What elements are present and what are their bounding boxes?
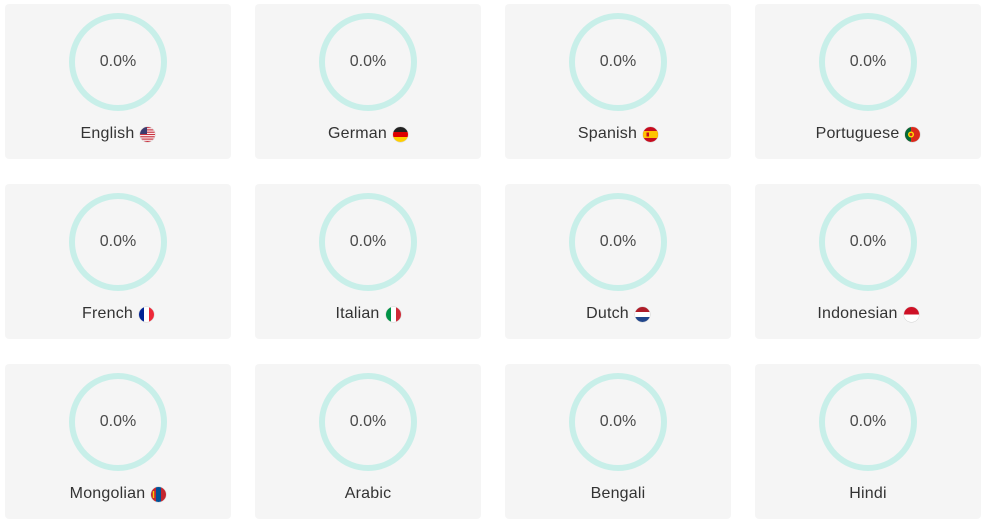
progress-value: 0.0% bbox=[849, 413, 887, 430]
language-name: Italian bbox=[335, 305, 380, 322]
language-name: Spanish bbox=[577, 125, 638, 142]
progress-ring: 0.0% bbox=[68, 12, 168, 112]
language-card-hindi[interactable]: 0.0% Hindi bbox=[755, 364, 981, 519]
fr-flag-icon bbox=[139, 306, 154, 322]
progress-ring: 0.0% bbox=[318, 192, 418, 292]
language-name: Mongolian bbox=[69, 485, 146, 502]
nl-flag-icon bbox=[634, 306, 650, 322]
progress-ring: 0.0% bbox=[818, 192, 918, 292]
language-card-dutch[interactable]: 0.0% Dutch bbox=[505, 184, 731, 339]
language-card-mongolian[interactable]: 0.0% Mongolian bbox=[5, 364, 231, 519]
language-card-portuguese[interactable]: 0.0% Portuguese bbox=[755, 4, 981, 159]
es-flag-icon bbox=[643, 126, 659, 142]
language-name: Portuguese bbox=[815, 125, 900, 142]
de-flag-icon bbox=[393, 126, 408, 142]
progress-ring: 0.0% bbox=[318, 372, 418, 472]
language-card-german[interactable]: 0.0% German bbox=[255, 4, 481, 159]
progress-value: 0.0% bbox=[99, 413, 137, 430]
language-card-italian[interactable]: 0.0% Italian bbox=[255, 184, 481, 339]
progress-ring: 0.0% bbox=[568, 372, 668, 472]
progress-value: 0.0% bbox=[99, 233, 137, 250]
language-card-french[interactable]: 0.0% French bbox=[5, 184, 231, 339]
language-card-english[interactable]: 0.0% English bbox=[5, 4, 231, 159]
us-flag-icon bbox=[140, 126, 156, 142]
progress-value: 0.0% bbox=[599, 233, 637, 250]
progress-value: 0.0% bbox=[599, 53, 637, 70]
language-name: Bengali bbox=[590, 485, 646, 502]
language-name: French bbox=[82, 305, 133, 322]
progress-ring: 0.0% bbox=[818, 372, 918, 472]
language-name: Hindi bbox=[849, 485, 887, 502]
it-flag-icon bbox=[385, 306, 401, 322]
language-card-bengali[interactable]: 0.0% Bengali bbox=[505, 364, 731, 519]
progress-value: 0.0% bbox=[349, 53, 387, 70]
progress-value: 0.0% bbox=[849, 53, 887, 70]
language-name: Dutch bbox=[586, 305, 629, 322]
language-card-indonesian[interactable]: 0.0% Indonesian bbox=[755, 184, 981, 339]
pt-flag-icon bbox=[905, 126, 921, 142]
progress-value: 0.0% bbox=[349, 233, 387, 250]
progress-ring: 0.0% bbox=[68, 372, 168, 472]
progress-ring: 0.0% bbox=[818, 12, 918, 112]
mn-flag-icon bbox=[151, 486, 167, 502]
language-name: German bbox=[328, 125, 387, 142]
language-name: English bbox=[80, 125, 135, 142]
progress-value: 0.0% bbox=[599, 413, 637, 430]
language-card-spanish[interactable]: 0.0% Spanish bbox=[505, 4, 731, 159]
id-flag-icon bbox=[903, 306, 919, 322]
progress-value: 0.0% bbox=[99, 53, 137, 70]
language-card-arabic[interactable]: 0.0% Arabic bbox=[255, 364, 481, 519]
progress-ring: 0.0% bbox=[568, 12, 668, 112]
progress-ring: 0.0% bbox=[68, 192, 168, 292]
language-name: Arabic bbox=[344, 485, 392, 502]
language-name: Indonesian bbox=[817, 305, 898, 322]
progress-value: 0.0% bbox=[349, 413, 387, 430]
progress-value: 0.0% bbox=[849, 233, 887, 250]
progress-ring: 0.0% bbox=[568, 192, 668, 292]
progress-ring: 0.0% bbox=[318, 12, 418, 112]
